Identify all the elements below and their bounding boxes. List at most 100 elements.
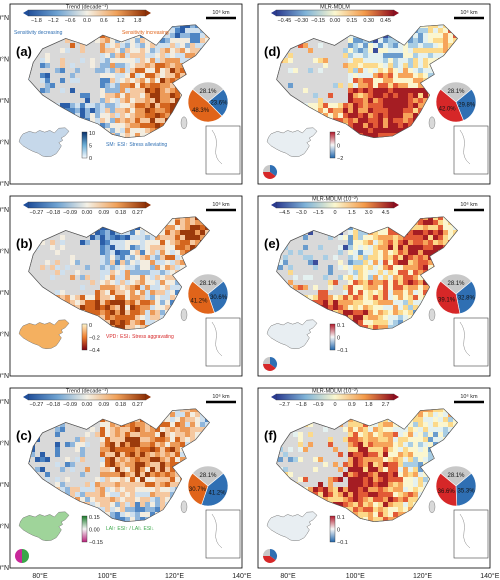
colorbar-tick-label: −4.5 bbox=[279, 210, 290, 216]
scale-bar-label: 10⁶ km bbox=[460, 201, 478, 208]
colorbar-tick-label: −0.18 bbox=[46, 210, 60, 216]
colorbar-tick-label: 0.00 bbox=[330, 18, 341, 24]
south-china-sea-islands bbox=[459, 129, 471, 165]
inset-map bbox=[18, 127, 70, 158]
inset-pie-slice bbox=[270, 357, 277, 369]
latitude-label: 30°N bbox=[0, 481, 9, 489]
colorbar-extend-high bbox=[146, 394, 151, 400]
colorbar-tick-label: 0.18 bbox=[115, 210, 126, 216]
inset-map bbox=[18, 511, 70, 542]
colorbar-tick-label: −1.8 bbox=[296, 402, 307, 408]
pie-chart: 28.1% 29.8%42.0% bbox=[435, 81, 477, 123]
colorbar-tick-label: 0.45 bbox=[380, 18, 391, 24]
colorbar-tick-label: 0.6 bbox=[100, 18, 108, 24]
inset-colorbar bbox=[329, 131, 336, 159]
colorbar-extend-high bbox=[394, 394, 399, 400]
colorbar-extend-low bbox=[271, 10, 276, 16]
pie-slice-label: 28.1% bbox=[199, 473, 217, 479]
inset-pie-slice bbox=[22, 549, 29, 563]
south-china-sea-islands bbox=[459, 321, 471, 357]
panel-label: (f) bbox=[264, 428, 277, 443]
inset-colorbar-tick: 0.1 bbox=[337, 323, 345, 329]
pie-slice bbox=[455, 88, 477, 121]
pie-slice-label: 28.1% bbox=[199, 89, 217, 95]
inset-colorbar-tick: 0 bbox=[89, 156, 92, 162]
colorbar-tick-label: 0.15 bbox=[346, 18, 357, 24]
inset-colorbar-tick: −0.4 bbox=[89, 348, 100, 354]
inset-map bbox=[266, 127, 318, 158]
colorbar-tick-label: 0.00 bbox=[82, 210, 93, 216]
longitude-label: 140°E bbox=[480, 572, 499, 580]
colorbar-tick-label: −1.5 bbox=[313, 210, 324, 216]
south-china-sea-inset bbox=[205, 125, 241, 175]
colorbar-tick-label: 1.8 bbox=[134, 18, 142, 24]
inset-annotation: SM↑ ESI↑ Stress alleviating bbox=[106, 142, 167, 148]
south-china-sea-islands bbox=[211, 129, 223, 165]
inset-pie-slice bbox=[270, 165, 277, 177]
colorbar-extend-high bbox=[146, 10, 151, 16]
scale-bar-label: 10⁶ km bbox=[460, 9, 478, 16]
colorbar-extend-low bbox=[23, 202, 28, 208]
colorbar bbox=[27, 201, 147, 209]
latitude-label: 40°N bbox=[0, 440, 9, 448]
inset-map bbox=[266, 319, 318, 350]
pie-slice bbox=[455, 472, 477, 507]
inset-pie-slice bbox=[263, 357, 270, 364]
panel-label: (c) bbox=[16, 428, 32, 443]
inset-pie-slice bbox=[263, 556, 276, 563]
inset-colorbar-tick: −0.2 bbox=[89, 336, 100, 342]
pie-slice bbox=[435, 88, 464, 123]
longitude-label: 140°E bbox=[232, 572, 251, 580]
pie-slice-label: 28.1% bbox=[447, 89, 465, 95]
pie-slice-label: 28.1% bbox=[199, 281, 217, 287]
inset-colorbar-tick: −0.15 bbox=[89, 540, 103, 546]
longitude-label: 100°E bbox=[346, 572, 365, 580]
colorbar-tick-label: 1.8 bbox=[365, 402, 373, 408]
scale-bar-label: 10⁶ km bbox=[460, 393, 478, 400]
colorbar bbox=[275, 393, 395, 401]
pie-slice bbox=[192, 273, 224, 295]
taiwan-island bbox=[428, 116, 436, 130]
colorbar-extend-low bbox=[23, 394, 28, 400]
pie-slice-label: 28.1% bbox=[447, 281, 465, 287]
annotation-decreasing: Sensitivity decreasing bbox=[14, 30, 63, 36]
pie-slice bbox=[187, 472, 209, 506]
map-panel-e: MLR-MDLM (10⁻²) −4.5 −3.0 −1.5 0 1.5 3.0 4.5 10⁶… bbox=[257, 195, 491, 377]
colorbar-tick-label: −0.45 bbox=[277, 18, 291, 24]
inset-colorbar bbox=[329, 323, 336, 351]
south-china-sea-inset bbox=[453, 125, 489, 175]
inset-annotation: LAI↑ ESI↑ / LAI↓ ESI↓ bbox=[106, 526, 154, 532]
colorbar-tick-label: −0.09 bbox=[63, 402, 77, 408]
latitude-label: 10°N bbox=[0, 180, 9, 188]
inset-colorbar-tick: 0.15 bbox=[89, 515, 100, 521]
pie-slice bbox=[455, 280, 477, 314]
inset-colorbar-tick: 0 bbox=[337, 336, 340, 342]
south-china-sea-inset bbox=[453, 509, 489, 559]
scale-bar-label: 10⁶ km bbox=[212, 393, 230, 400]
pie-slice bbox=[440, 273, 472, 295]
south-china-sea-inset bbox=[205, 317, 241, 367]
south-china-sea-islands bbox=[211, 513, 223, 549]
colorbar-tick-label: −0.6 bbox=[65, 18, 76, 24]
colorbar-tick-label: 3.0 bbox=[365, 210, 373, 216]
colorbar-title: MLR-MDLM (10⁻²) bbox=[312, 197, 358, 203]
latitude-label: 40°N bbox=[0, 248, 9, 256]
inset-pie-slice bbox=[15, 549, 22, 563]
colorbar bbox=[27, 393, 147, 401]
pie-chart: 28.1% 32.8%39.1% bbox=[435, 273, 477, 315]
colorbar-tick-label: 0 bbox=[333, 402, 336, 408]
inset-pie-slice bbox=[263, 172, 276, 180]
colorbar-title: MLR-MDLM bbox=[320, 5, 350, 11]
colorbar-tick-label: 4.5 bbox=[382, 210, 390, 216]
colorbar-tick-label: 0.27 bbox=[132, 402, 143, 408]
pie-slice bbox=[435, 472, 458, 507]
taiwan-island bbox=[180, 308, 188, 321]
colorbar bbox=[27, 9, 147, 17]
colorbar-extend-high bbox=[394, 10, 399, 16]
pie-slice-label: 30.6% bbox=[210, 295, 228, 301]
longitude-label: 120°E bbox=[413, 572, 432, 580]
inset-map bbox=[266, 511, 318, 542]
pie-slice-label: 42.0% bbox=[439, 107, 457, 113]
pie-slice bbox=[187, 280, 215, 315]
